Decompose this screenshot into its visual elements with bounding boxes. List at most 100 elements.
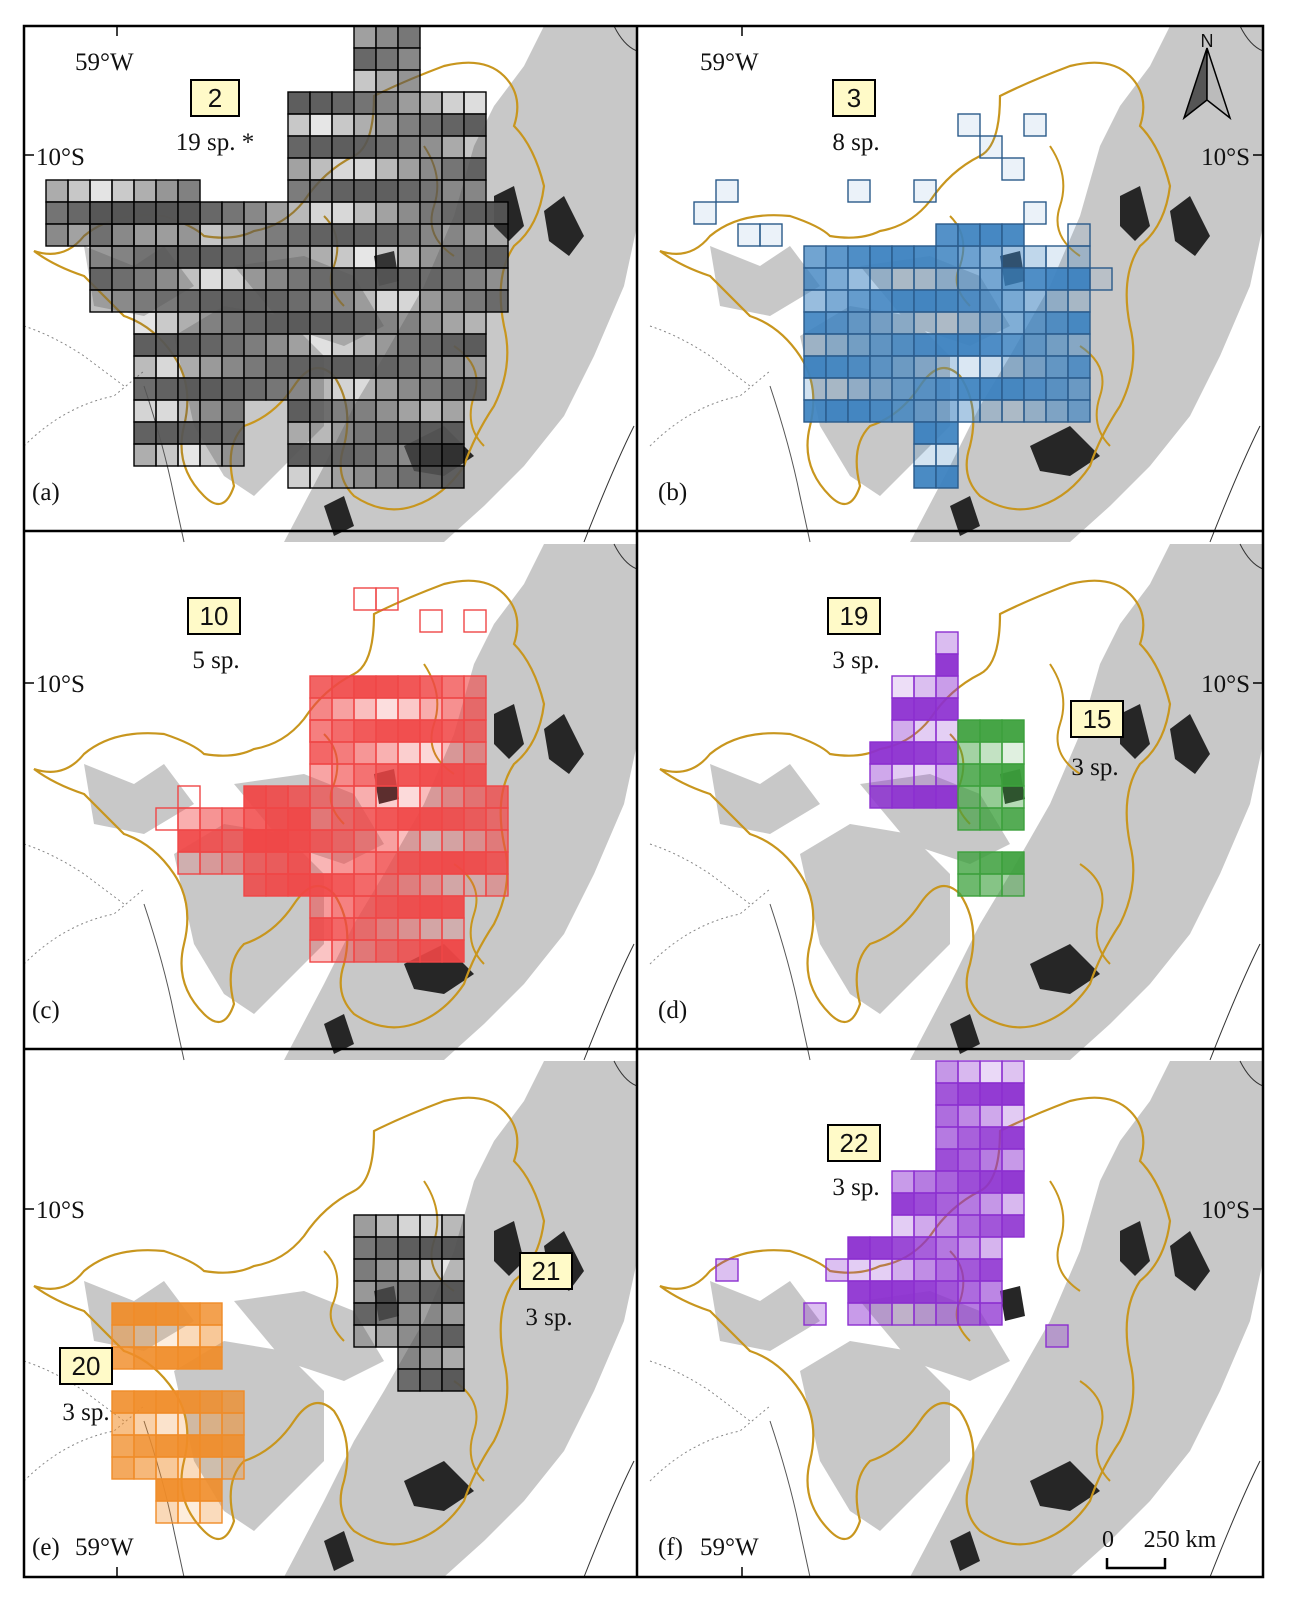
grid-cell — [177, 829, 201, 853]
grid-cell — [45, 179, 69, 203]
longitude-label: 59°W — [700, 1534, 759, 1561]
grid-cell — [957, 1126, 981, 1150]
grid-cell — [199, 1390, 223, 1414]
grid-cell — [957, 1170, 981, 1194]
grid-cell — [419, 223, 443, 247]
grid-cell — [1001, 741, 1025, 765]
grid-cell — [1001, 311, 1025, 335]
grid-cell — [353, 697, 377, 721]
grid-cell — [199, 829, 223, 853]
grid-cell — [419, 829, 443, 853]
grid-cell — [155, 1434, 179, 1458]
grid-cell — [869, 1280, 893, 1304]
grid-cell — [463, 807, 487, 831]
grid-cell — [111, 1412, 135, 1436]
grid-cell — [353, 587, 377, 611]
grid-cell — [979, 741, 1003, 765]
grid-cell — [111, 1324, 135, 1348]
grid-cell — [155, 201, 179, 225]
grid-cell — [199, 1302, 223, 1326]
grid-cell — [441, 91, 465, 115]
grid-cell — [1001, 157, 1025, 181]
grid-cell — [331, 245, 355, 269]
grid-cell — [331, 157, 355, 181]
grid-cell — [1067, 377, 1091, 401]
grid-cell — [177, 399, 201, 423]
grid-cell — [309, 675, 333, 699]
grid-cell — [265, 311, 289, 335]
grid-cell — [693, 201, 717, 225]
grid-cell — [111, 1434, 135, 1458]
grid-cell — [133, 201, 157, 225]
grid-cell — [265, 289, 289, 313]
grid-cell — [155, 1412, 179, 1436]
grid-cell — [375, 47, 399, 71]
grid-cell — [1089, 267, 1113, 291]
grid-cell — [331, 697, 355, 721]
grid-cell — [199, 333, 223, 357]
map-panel-e — [22, 1059, 639, 1579]
figure-frame — [22, 24, 1265, 1579]
grid-cell — [485, 267, 509, 291]
scale-bar-distance: 250 km — [1144, 1527, 1217, 1553]
grid-cell — [441, 1280, 465, 1304]
grid-cell — [419, 443, 443, 467]
grid-cell — [979, 1060, 1003, 1084]
grid-cell — [111, 1390, 135, 1414]
grid-cell — [331, 311, 355, 335]
grid-cell — [177, 355, 201, 379]
grid-cell — [1045, 311, 1069, 335]
grid-cell — [825, 311, 849, 335]
grid-cell — [891, 1236, 915, 1260]
grid-cell — [935, 355, 959, 379]
grid-cell — [177, 223, 201, 247]
grid-cell — [419, 785, 443, 809]
grid-cell — [397, 47, 421, 71]
grid-cell — [891, 311, 915, 335]
grid-cell — [133, 245, 157, 269]
grid-cell — [441, 377, 465, 401]
grid-cell — [1001, 807, 1025, 831]
grid-cell — [375, 719, 399, 743]
grid-cell — [1067, 267, 1091, 291]
grid-cell — [287, 157, 311, 181]
species-count-label: 3 sp. — [62, 1399, 109, 1426]
grid-cell — [177, 333, 201, 357]
grid-cell — [353, 267, 377, 291]
group-id-box — [827, 597, 881, 635]
grid-cell — [441, 1368, 465, 1392]
grid-cell — [287, 223, 311, 247]
group-id-box — [187, 597, 241, 635]
grid-cell — [419, 135, 443, 159]
grid-cell — [287, 399, 311, 423]
grid-cell — [1001, 399, 1025, 423]
grid-cell — [463, 377, 487, 401]
grid-cell — [375, 587, 399, 611]
grid-cell — [463, 763, 487, 787]
grid-cell — [441, 399, 465, 423]
grid-cell — [891, 1170, 915, 1194]
grid-cell — [419, 1258, 443, 1282]
grid-cells-groups-19-15 — [869, 631, 1025, 897]
grid-cell — [397, 443, 421, 467]
grid-cell — [825, 245, 849, 269]
grid-cell — [177, 1302, 201, 1326]
grid-cell — [309, 785, 333, 809]
grid-cell — [309, 91, 333, 115]
grid-cell — [979, 1126, 1003, 1150]
grid-cell — [353, 675, 377, 699]
grid-cell — [243, 807, 267, 831]
grid-cell — [979, 1236, 1003, 1260]
grid-cell — [221, 289, 245, 313]
grid-cell — [957, 1148, 981, 1172]
grid-cell — [485, 785, 509, 809]
grid-cell — [759, 223, 783, 247]
grid-cell — [825, 355, 849, 379]
longitude-label: 59°W — [75, 1534, 134, 1561]
grid-cell — [309, 443, 333, 467]
grid-cell — [869, 741, 893, 765]
grid-cell — [177, 267, 201, 291]
grid-cell — [803, 267, 827, 291]
grid-cell — [847, 1258, 871, 1282]
grid-cell — [419, 895, 443, 919]
